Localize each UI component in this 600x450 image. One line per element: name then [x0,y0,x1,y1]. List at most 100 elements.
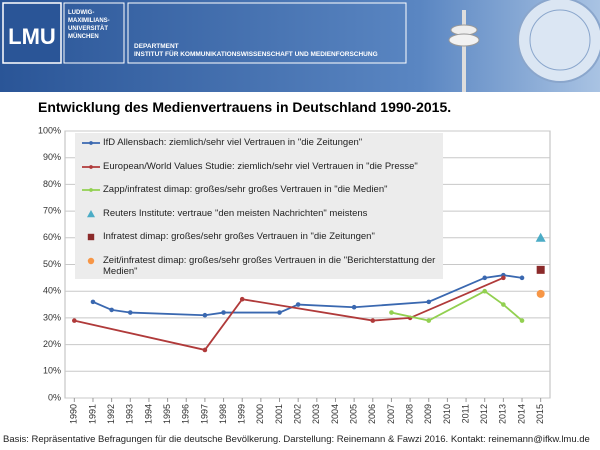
x-tick-label: 2001 [274,404,284,424]
marker [482,288,488,294]
x-tick-label: 1998 [218,404,228,424]
legend-swatch [87,233,95,241]
marker [89,164,93,169]
logo-box [2,2,62,64]
marker [501,302,506,307]
legend-label: IfD Allensbach: ziemlich/sehr viel Vertr… [103,137,363,148]
x-tick-label: 2007 [386,404,396,424]
x-tick-label: 1996 [181,404,191,424]
marker [482,275,488,281]
y-tick-label: 30% [43,312,61,322]
legend-swatch [82,141,100,145]
legend-swatch [87,257,95,264]
y-tick-label: 50% [43,259,61,269]
x-tick-label: 2003 [311,404,321,424]
marker [295,302,301,307]
footer: Basis: Repräsentative Befragungen für di… [3,434,590,445]
x-tick-label: 1995 [162,404,172,424]
marker [90,299,96,305]
y-tick-label: 70% [43,205,61,215]
x-tick-label: 1990 [69,404,79,424]
y-tick-label: 90% [43,152,61,162]
marker [351,304,357,310]
y-tick-label: 80% [43,179,61,189]
marker [87,233,95,241]
legend-swatch [82,164,100,169]
marker [426,299,432,305]
marker [109,307,114,313]
series-line [92,274,523,317]
legend-label: Zeit/infratest dimap: großes/sehr großes… [103,254,436,277]
marker [202,312,208,318]
legend-item: Zeit/infratest dimap: großes/sehr großes… [81,255,437,279]
legend-item: Infratest dimap: großes/sehr großes Vert… [81,231,437,255]
seal-ring [529,9,591,71]
marker [87,209,95,217]
x-tick-label: 1999 [237,404,247,424]
legend-label: European/World Values Studie: ziemlich/s… [103,160,418,172]
chart: Entwicklung des Medienvertrauens in Deut… [38,99,551,424]
marker [519,275,525,281]
x-tick-label: 1993 [125,404,135,424]
marker [72,318,77,323]
marker [221,310,226,315]
marker [389,310,394,315]
marker [501,275,506,281]
x-tick-label: 2015 [535,404,545,424]
header: LMU LUDWIG- MAXIMILIANS- UNIVERSITÄT MÜN… [0,0,600,92]
marker [89,141,93,145]
x-tick-label: 2010 [442,404,452,424]
legend-label: Zapp/infratest dimap: großes/sehr großes… [103,184,388,195]
marker [535,232,546,242]
y-tick-label: 20% [43,339,61,349]
legend-item: IfD Allensbach: ziemlich/sehr viel Vertr… [81,137,437,161]
y-tick-label: 60% [43,232,61,242]
marker [89,188,93,192]
x-tick-label: 1991 [87,404,97,424]
legend-item: European/World Values Studie: ziemlich/s… [81,161,437,185]
y-tick-label: 0% [48,392,61,402]
university-line: MAXIMILIANS- [68,18,110,24]
x-tick-label: 2014 [516,404,526,424]
x-tick-label: 2002 [293,404,303,424]
legend-item: Zapp/infratest dimap: großes/sehr großes… [81,184,437,208]
x-tick-label: 2013 [498,404,508,424]
x-tick-label: 2004 [330,404,340,424]
tower [448,10,480,92]
institute: INSTITUT FÜR KOMMUNIKATIONSWISSENSCHAFT … [134,49,378,58]
marker [127,310,133,315]
x-tick-label: 1992 [106,404,116,424]
series-line [74,277,504,351]
marker [87,257,95,264]
university-line: UNIVERSITÄT [68,25,108,32]
x-tick-label: 2008 [404,404,414,424]
marker [536,289,545,298]
legend-swatch [82,188,100,192]
x-tick-label: 2000 [255,404,265,424]
x-tick-label: 2009 [423,404,433,424]
x-tick-label: 2005 [349,404,359,424]
marker [370,318,376,323]
legend-swatch [87,209,95,217]
y-tick-label: 100% [38,125,61,135]
marker [536,265,545,274]
marker [426,318,432,323]
university-box [63,2,125,64]
university-line: MÜNCHEN [68,33,99,40]
x-tick-label: 2011 [460,404,470,423]
marker [239,296,245,302]
marker [519,318,525,323]
marker [202,347,208,353]
logo: LMU [8,24,56,49]
x-tick-label: 1994 [143,404,153,424]
legend: IfD Allensbach: ziemlich/sehr viel Vertr… [75,133,443,279]
x-tick-label: 2006 [367,404,377,424]
marker [277,310,282,315]
y-tick-label: 10% [43,366,61,376]
x-tick-label: 2012 [479,404,489,424]
x-tick-label: 1997 [199,404,209,424]
chart-title: Entwicklung des Medienvertrauens in Deut… [38,99,451,115]
legend-item: Reuters Institute: vertraue "den meisten… [81,208,437,232]
department: DEPARTMENT [134,43,179,50]
